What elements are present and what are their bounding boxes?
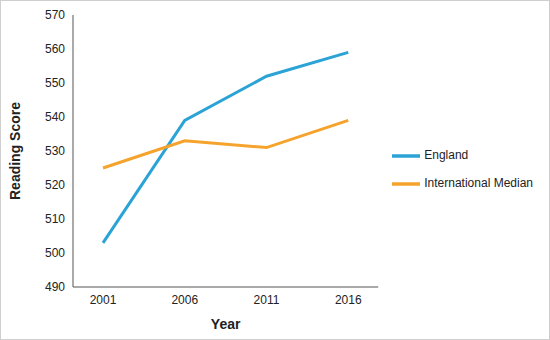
svg-text:2016: 2016 [335,293,362,307]
svg-text:510: 510 [45,212,65,226]
svg-text:2006: 2006 [171,293,198,307]
svg-text:560: 560 [45,42,65,56]
svg-text:540: 540 [45,110,65,124]
svg-text:530: 530 [45,144,65,158]
svg-text:500: 500 [45,246,65,260]
svg-text:Reading Score: Reading Score [8,102,23,200]
svg-text:520: 520 [45,178,65,192]
html-text:England: England [424,148,469,163]
svg-text:2011: 2011 [254,293,280,307]
html-text:International Median: International Median [424,176,533,191]
svg-text:570: 570 [45,8,65,22]
svg-text:Year: Year [211,316,241,332]
svg-text:2001: 2001 [90,293,117,307]
svg-text:550: 550 [45,76,65,90]
svg-text:490: 490 [45,280,65,294]
